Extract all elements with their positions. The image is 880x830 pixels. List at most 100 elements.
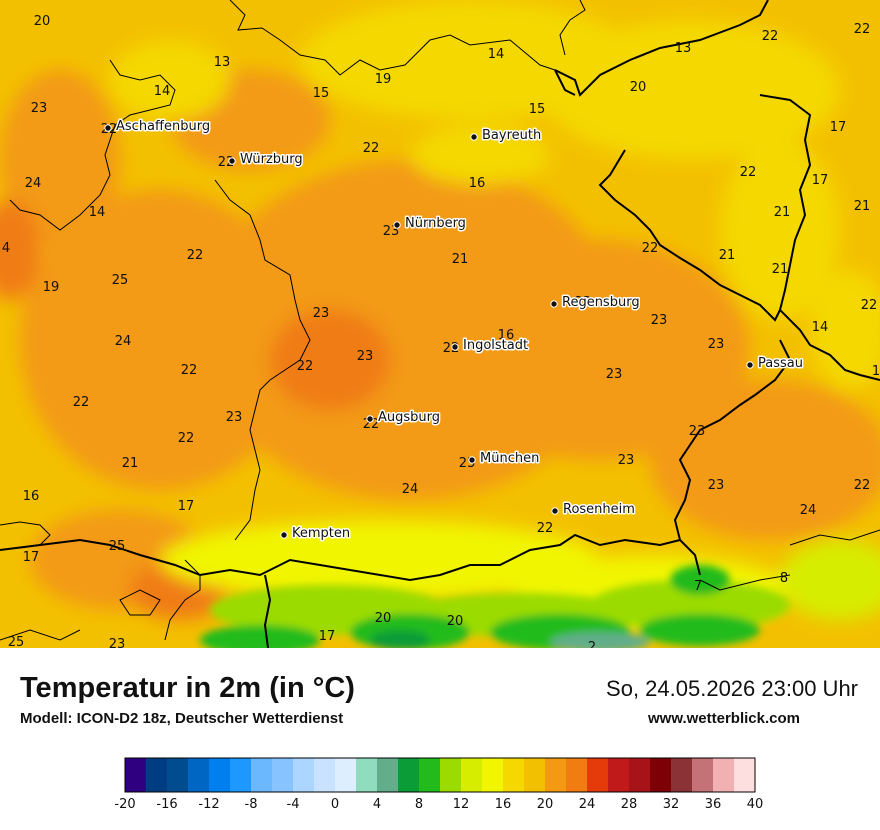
legend-color-bin xyxy=(314,758,336,792)
legend-tick-label: 28 xyxy=(621,797,638,812)
city-marker: Kempten xyxy=(280,525,352,543)
temperature-label: 16 xyxy=(469,176,486,191)
legend-tick-label: -4 xyxy=(287,797,300,812)
temperature-label: 21 xyxy=(719,248,736,263)
legend-tick-label: 24 xyxy=(579,797,596,812)
city-label: Aschaffenburg xyxy=(116,119,210,134)
website-link[interactable]: www.wetterblick.com xyxy=(648,710,800,727)
temperature-label: 17 xyxy=(178,499,195,514)
temperature-label: 22 xyxy=(740,165,757,180)
temperature-label: 23 xyxy=(575,295,592,310)
temperature-label: 22 xyxy=(762,29,779,44)
legend-color-bin xyxy=(629,758,651,792)
temperature-label: 21 xyxy=(854,199,871,214)
temperature-label: 22 xyxy=(181,363,198,378)
city-label: Ingolstadt xyxy=(463,338,528,353)
temperature-label: 21 xyxy=(772,262,789,277)
temperature-label: 22 xyxy=(297,359,314,374)
model-info: Modell: ICON-D2 18z, Deutscher Wetterdie… xyxy=(20,710,344,727)
legend-color-bin xyxy=(209,758,231,792)
legend-tick-label: 40 xyxy=(747,797,764,812)
temperature-label: 24 xyxy=(402,482,419,497)
legend-colorbar: -20 -16 -12 -8 -4 0 4 8 12 16 20 24 28 32 36 40 xyxy=(114,757,764,812)
city-marker: Ingolstadt xyxy=(451,337,530,355)
legend-tick-label: -20 xyxy=(114,797,135,812)
temperature-label: 22 xyxy=(854,478,871,493)
temperature-label: 25 xyxy=(112,273,129,288)
city-marker: Würzburg xyxy=(228,151,304,169)
temperature-label: 23 xyxy=(689,424,706,439)
legend-tick-label: -12 xyxy=(198,797,219,812)
legend-color-bin xyxy=(272,758,294,792)
legend-tick-label: 12 xyxy=(453,797,470,812)
legend-color-bin xyxy=(671,758,693,792)
temperature-label: 23 xyxy=(357,349,374,364)
city-label: Passau xyxy=(758,356,803,371)
legend-tick-label: -16 xyxy=(156,797,177,812)
legend-tick-label: 0 xyxy=(331,797,339,812)
border-lines xyxy=(0,0,880,648)
legend-tick-label: 16 xyxy=(495,797,512,812)
temperature-label: 19 xyxy=(43,280,60,295)
city-marker: Bayreuth xyxy=(470,127,543,145)
legend-color-bin xyxy=(167,758,189,792)
city-markers: Aschaffenburg Würzburg Bayreuth Nürnberg Reg… xyxy=(104,118,804,543)
legend-color-bin xyxy=(608,758,630,792)
city-dot-icon xyxy=(228,157,236,165)
temperature-label: 22 xyxy=(73,395,90,410)
legend-tick-label: 4 xyxy=(373,797,381,812)
legend-color-bin xyxy=(293,758,315,792)
city-label: Würzburg xyxy=(240,152,303,167)
legend-color-bin xyxy=(461,758,483,792)
legend-color-bin xyxy=(398,758,420,792)
temperature-label: 16 xyxy=(498,328,515,343)
legend-color-bin xyxy=(713,758,735,792)
legend-color-bin xyxy=(125,758,147,792)
legend-tick-label: 20 xyxy=(537,797,554,812)
temperature-label: 13 xyxy=(675,41,692,56)
legend-color-bin xyxy=(377,758,399,792)
city-dot-icon xyxy=(468,456,476,464)
map-canvas: 2013141415191513202222232222221724221617… xyxy=(0,0,880,648)
city-marker: Augsburg xyxy=(366,409,442,427)
temperature-label: 15 xyxy=(313,86,330,101)
temperature-field xyxy=(0,0,880,648)
legend-color-bin xyxy=(587,758,609,792)
map-title: Temperatur in 2m (in °C) xyxy=(20,672,355,704)
temperature-label: 14 xyxy=(488,47,505,62)
city-label: Augsburg xyxy=(378,410,440,425)
city-dot-icon xyxy=(366,415,374,423)
temperature-map: 2013141415191513202222232222221724221617… xyxy=(0,0,880,648)
city-dot-icon xyxy=(746,361,754,369)
city-marker: Rosenheim xyxy=(551,501,636,519)
temperature-label: 23 xyxy=(31,101,48,116)
legend-color-bin xyxy=(545,758,567,792)
legend-color-bin xyxy=(188,758,210,792)
legend-color-bin xyxy=(734,758,756,792)
temperature-label: 23 xyxy=(708,337,725,352)
temperature-label: 24 xyxy=(115,334,132,349)
temperature-label: 22 xyxy=(642,241,659,256)
temperature-label: 7 xyxy=(694,579,702,594)
temperature-label: 17 xyxy=(812,173,829,188)
city-dot-icon xyxy=(470,133,478,141)
legend-tick-label: 36 xyxy=(705,797,722,812)
temperature-label: 25 xyxy=(8,635,25,648)
legend-color-bin xyxy=(335,758,357,792)
temperature-label: 23 xyxy=(651,313,668,328)
footer: Temperatur in 2m (in °C) Modell: ICON-D2… xyxy=(0,648,880,830)
legend-tick-label: -8 xyxy=(245,797,258,812)
temperature-label: 23 xyxy=(313,306,330,321)
legend-color-bin xyxy=(146,758,168,792)
temperature-label: 24 xyxy=(25,176,42,191)
temperature-label: 25 xyxy=(109,539,126,554)
city-marker: Passau xyxy=(746,355,804,373)
temperature-label: 20 xyxy=(447,614,464,629)
legend-color-bin xyxy=(692,758,714,792)
legend-color-bin xyxy=(503,758,525,792)
city-label: Bayreuth xyxy=(482,128,541,143)
temperature-label: 17 xyxy=(23,550,40,565)
temperature-label: 22 xyxy=(363,141,380,156)
temperature-label: 20 xyxy=(630,80,647,95)
temperature-label: 22 xyxy=(537,521,554,536)
